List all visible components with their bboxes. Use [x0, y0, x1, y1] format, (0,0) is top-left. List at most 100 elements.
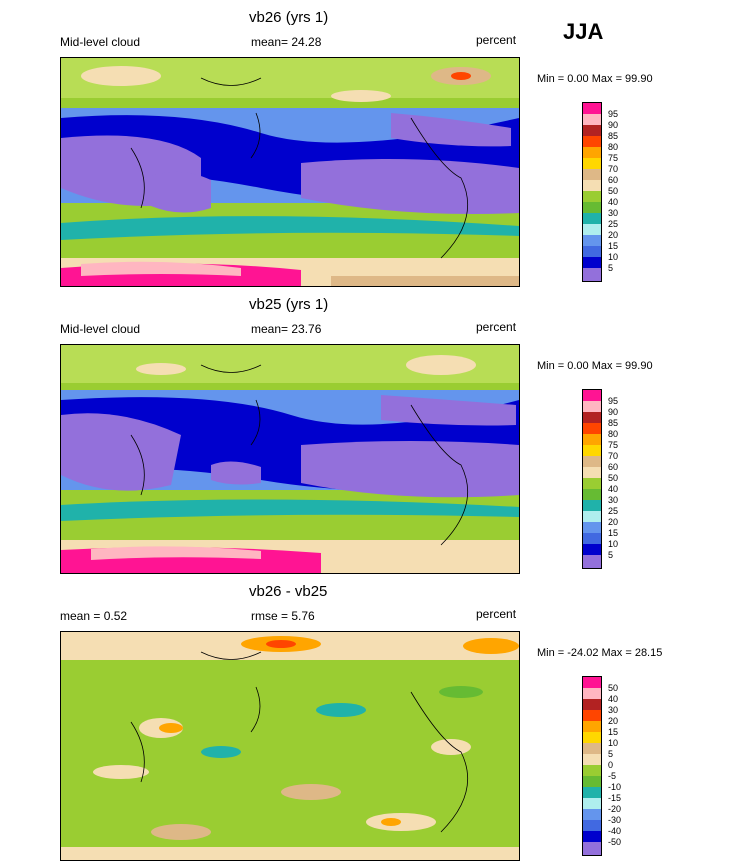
panel1-variable-label: Mid-level cloud	[60, 35, 141, 49]
legend-label: 60	[608, 462, 619, 472]
legend-label: 85	[608, 418, 619, 428]
legend-label: 40	[608, 197, 619, 207]
swatch	[583, 677, 601, 688]
swatch	[583, 202, 601, 213]
swatch	[583, 412, 601, 423]
swatch	[583, 213, 601, 224]
panel3-title: vb26 - vb25	[249, 583, 328, 600]
panel1-minmax: Min = 0.00 Max = 99.90	[537, 73, 653, 85]
swatch	[583, 390, 601, 401]
swatch	[583, 246, 601, 257]
swatch	[583, 732, 601, 743]
legend-label: -20	[608, 804, 622, 814]
swatch	[583, 191, 601, 202]
swatch	[583, 688, 601, 699]
legend-label: 20	[608, 517, 619, 527]
legend-label: 30	[608, 705, 619, 715]
legend-label: 50	[608, 473, 619, 483]
season-label: JJA	[563, 19, 604, 44]
legend-label: 50	[608, 683, 619, 693]
panel1-map	[60, 57, 520, 287]
legend-label: 25	[608, 219, 619, 229]
panel1-colorbar	[582, 102, 602, 282]
swatch	[583, 721, 601, 732]
legend-label: 90	[608, 407, 619, 417]
legend-label: -30	[608, 815, 622, 825]
legend-label: -40	[608, 826, 622, 836]
panel1-title: vb26 (yrs 1)	[249, 9, 329, 26]
legend-label: 15	[608, 241, 619, 251]
panel2-mean: mean= 23.76	[251, 322, 322, 336]
swatch	[583, 467, 601, 478]
legend-label: 20	[608, 716, 619, 726]
legend-label: 10	[608, 738, 619, 748]
panel3-mean: mean = 0.52	[60, 609, 128, 623]
legend-label: 40	[608, 694, 619, 704]
legend-label: 0	[608, 760, 614, 770]
legend-label: 70	[608, 451, 619, 461]
legend-label: 60	[608, 175, 619, 185]
swatch	[583, 754, 601, 765]
legend-label: 30	[608, 208, 619, 218]
swatch	[583, 710, 601, 721]
swatch	[583, 489, 601, 500]
legend-label: 85	[608, 131, 619, 141]
panel1-units: percent	[476, 33, 517, 47]
swatch	[583, 224, 601, 235]
panel2-colorbar	[582, 389, 602, 569]
swatch	[583, 798, 601, 809]
panel1-mean: mean= 24.28	[251, 35, 322, 49]
panel2-units: percent	[476, 320, 517, 334]
swatch	[583, 158, 601, 169]
swatch	[583, 268, 601, 281]
swatch	[583, 478, 601, 489]
swatch	[583, 776, 601, 787]
swatch	[583, 809, 601, 820]
legend-label: 15	[608, 528, 619, 538]
legend-label: 95	[608, 396, 619, 406]
swatch	[583, 235, 601, 246]
swatch	[583, 401, 601, 412]
swatch	[583, 147, 601, 158]
swatch	[583, 555, 601, 568]
swatch	[583, 842, 601, 855]
legend-label: 75	[608, 153, 619, 163]
swatch	[583, 180, 601, 191]
swatch	[583, 434, 601, 445]
legend-label: 30	[608, 495, 619, 505]
legend-label: -10	[608, 782, 622, 792]
swatch	[583, 500, 601, 511]
legend-label: 20	[608, 230, 619, 240]
swatch	[583, 743, 601, 754]
legend-label: 5	[608, 263, 614, 273]
legend-label: -5	[608, 771, 617, 781]
swatch	[583, 820, 601, 831]
panel3-rmse: rmse = 5.76	[251, 609, 315, 623]
legend-label: 40	[608, 484, 619, 494]
legend-label: 10	[608, 252, 619, 262]
legend-label: 15	[608, 727, 619, 737]
legend-label: 10	[608, 539, 619, 549]
panel3-map	[60, 631, 520, 861]
legend-label: 70	[608, 164, 619, 174]
legend-label: 75	[608, 440, 619, 450]
panel2-title: vb25 (yrs 1)	[249, 296, 329, 313]
swatch	[583, 456, 601, 467]
swatch	[583, 445, 601, 456]
legend-label: 25	[608, 506, 619, 516]
panel3-units: percent	[476, 607, 517, 621]
legend-label: 95	[608, 109, 619, 119]
swatch	[583, 831, 601, 842]
legend-label: 5	[608, 550, 614, 560]
panel2-minmax: Min = 0.00 Max = 99.90	[537, 360, 653, 372]
panel2-map	[60, 344, 520, 574]
swatch	[583, 787, 601, 798]
legend-label: 50	[608, 186, 619, 196]
swatch	[583, 125, 601, 136]
swatch	[583, 114, 601, 125]
legend-label: -15	[608, 793, 622, 803]
swatch	[583, 103, 601, 114]
panel3-colorbar	[582, 676, 602, 856]
swatch	[583, 522, 601, 533]
legend-label: 80	[608, 429, 619, 439]
